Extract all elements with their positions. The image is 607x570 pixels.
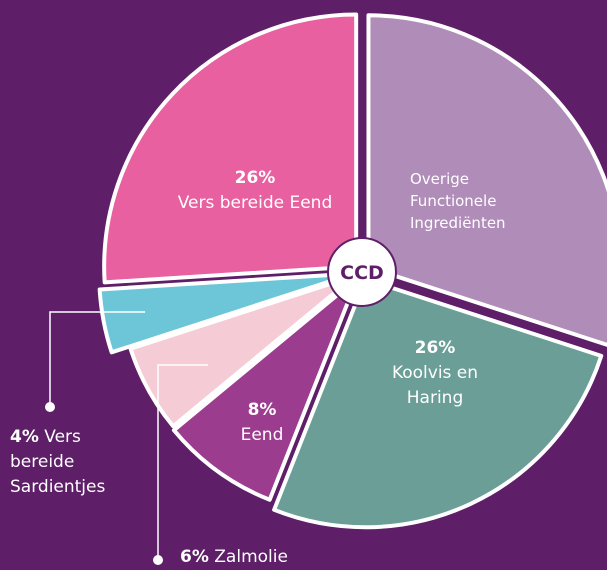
leader-line <box>49 311 145 407</box>
slice-label: 26% Vers bereide Eend <box>150 166 360 216</box>
category-label: Zalmolie <box>214 547 288 567</box>
leader-line <box>157 364 208 560</box>
value-label: 26% <box>414 338 456 358</box>
category-label: Vers bereide Eend <box>177 193 333 213</box>
slice-label: Overige Functionele Ingrediënten <box>410 168 535 234</box>
slice-label: 26% Koolvis en Haring <box>380 336 490 411</box>
slice-label: 4% Vers bereide Sardientjes <box>10 425 130 500</box>
value-label: 4% <box>10 427 39 447</box>
value-label: 8% <box>247 400 277 420</box>
pie-slice <box>97 271 357 355</box>
category-label: Eend <box>240 425 284 445</box>
pie-slice <box>366 13 607 347</box>
pie-slice <box>128 273 357 429</box>
center-circle <box>327 237 397 307</box>
pie-slice <box>102 12 359 285</box>
value-label: 6% <box>180 547 209 567</box>
slice-label: 6% Zalmolie <box>180 545 380 570</box>
category-label: Vers bereide Sardientjes <box>10 427 106 497</box>
slice-label: 8% Eend <box>222 398 302 448</box>
pie-slice <box>272 277 604 530</box>
category-label: Koolvis en Haring <box>391 363 479 408</box>
center-label: CCD <box>340 262 384 284</box>
leader-dot <box>153 555 163 565</box>
leader-dot <box>45 402 55 412</box>
value-label: 26% <box>234 168 276 188</box>
category-label: Overige Functionele Ingrediënten <box>410 170 506 232</box>
pie-slice <box>171 276 360 502</box>
